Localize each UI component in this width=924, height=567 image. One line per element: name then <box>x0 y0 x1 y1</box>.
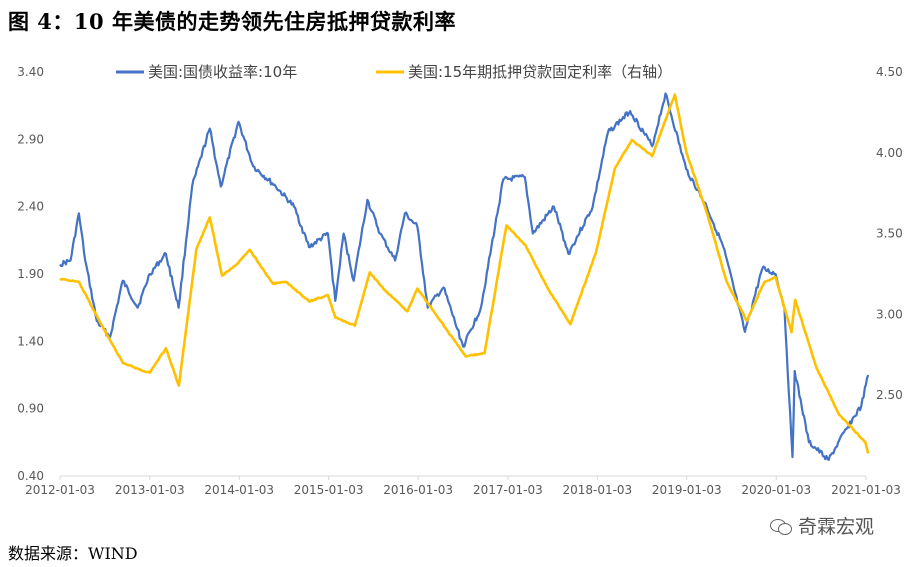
y-right-tick-label: 3.50 <box>876 227 903 241</box>
x-tick-label: 2014-01-03 <box>204 483 274 497</box>
y-left-tick-label: 1.40 <box>17 334 44 348</box>
left-axis-ticks: 0.40 0.90 1.40 1.90 2.40 2.90 3.40 <box>17 65 44 483</box>
x-tick-label: 2016-01-03 <box>383 483 453 497</box>
x-axis-ticks: 2012-01-03 2013-01-03 2014-01-03 2015-01-03… <box>25 476 901 497</box>
x-tick-label: 2012-01-03 <box>25 483 95 497</box>
y-right-tick-label: 3.00 <box>876 307 903 321</box>
series-line-2 <box>59 93 870 454</box>
x-tick-label: 2013-01-03 <box>115 483 185 497</box>
legend-label: 美国:国债收益率:10年 <box>148 63 297 81</box>
series-layer <box>59 92 870 461</box>
line-chart: 0.40 0.90 1.40 1.90 2.40 2.90 3.40 2.50 3.00 3.5… <box>17 63 903 497</box>
x-tick-label: 2015-01-03 <box>294 483 364 497</box>
y-right-tick-label: 2.50 <box>876 388 903 402</box>
legend-label: 美国:15年期抵押贷款固定利率（右轴） <box>408 63 672 81</box>
x-tick-label: 2019-01-03 <box>652 483 722 497</box>
y-right-tick-label: 4.50 <box>876 65 903 79</box>
y-left-tick-label: 0.40 <box>17 469 44 483</box>
y-left-tick-label: 2.90 <box>17 132 44 146</box>
series-line-1 <box>59 92 870 461</box>
watermark-text: 奇霖宏观 <box>798 516 875 538</box>
watermark: 奇霖宏观 <box>770 512 874 539</box>
y-left-tick-label: 3.40 <box>17 65 44 79</box>
chart-legend: 美国:国债收益率:10年 美国:15年期抵押贷款固定利率（右轴） <box>116 63 672 81</box>
figure-title: 图 4：10 年美债的走势领先住房抵押贷款利率 <box>8 9 456 34</box>
x-tick-label: 2020-01-03 <box>741 483 811 497</box>
y-left-tick-label: 0.90 <box>17 402 44 416</box>
y-right-tick-label: 4.00 <box>876 146 903 160</box>
source-note: 数据来源：WIND <box>8 544 138 563</box>
x-tick-label: 2017-01-03 <box>473 483 543 497</box>
y-left-tick-label: 1.90 <box>17 267 44 281</box>
right-axis-ticks: 2.50 3.00 3.50 4.00 4.50 <box>876 65 903 402</box>
x-tick-label: 2021-01-03 <box>831 483 901 497</box>
y-left-tick-label: 2.40 <box>17 200 44 214</box>
x-tick-label: 2018-01-03 <box>562 483 632 497</box>
wechat-icon <box>770 517 792 535</box>
